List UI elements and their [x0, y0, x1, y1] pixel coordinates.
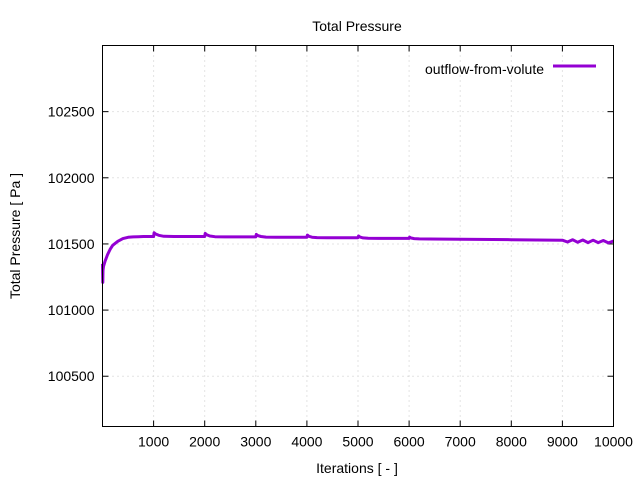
x-tick-label: 8000 — [496, 434, 527, 450]
x-tick-label: 4000 — [291, 434, 322, 450]
x-tick-label: 5000 — [342, 434, 373, 450]
series-line-outflow-from-volute — [101, 231, 615, 284]
legend-label: outflow-from-volute — [425, 61, 544, 77]
x-tick-label: 2000 — [189, 434, 220, 450]
x-tick-label: 10000 — [594, 434, 633, 450]
y-tick-label: 101000 — [48, 302, 95, 318]
y-axis-label: Total Pressure [ Pa ] — [7, 173, 23, 299]
y-tick-label: 101500 — [48, 236, 95, 252]
x-tick-label: 7000 — [445, 434, 476, 450]
x-tick-label: 3000 — [240, 434, 271, 450]
x-tick-label: 6000 — [394, 434, 425, 450]
x-axis-label: Iterations [ - ] — [316, 460, 398, 476]
y-tick-label: 102500 — [48, 104, 95, 120]
x-tick-label: 9000 — [547, 434, 578, 450]
y-tick-label: 102000 — [48, 170, 95, 186]
y-tick-label: 100500 — [48, 368, 95, 384]
x-tick-label: 1000 — [138, 434, 169, 450]
chart-title: Total Pressure — [312, 18, 402, 34]
plot-border — [102, 45, 614, 427]
axis-ticks: 1000 2000 3000 4000 5000 6000 7000 8000 9000 1000… — [48, 45, 633, 450]
legend: outflow-from-volute — [425, 61, 596, 77]
